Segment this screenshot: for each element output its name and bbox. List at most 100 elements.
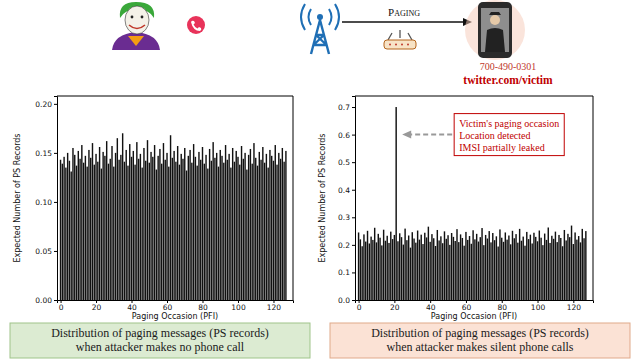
bar <box>267 168 268 300</box>
x-tick-label: 100 <box>231 303 246 312</box>
bar <box>166 153 167 300</box>
y-tick-mark <box>352 190 355 191</box>
bar <box>234 162 235 300</box>
bar <box>367 231 368 300</box>
bar <box>567 234 568 300</box>
bar <box>262 147 263 300</box>
router-led <box>389 44 391 46</box>
paging-arrow <box>342 21 466 22</box>
y-tick-label: 0.1 <box>338 268 350 277</box>
bar <box>358 232 359 300</box>
bar <box>156 170 157 300</box>
bar <box>225 145 226 300</box>
router-body <box>384 40 416 49</box>
cell-tower <box>301 4 339 54</box>
bar <box>406 240 407 300</box>
bar <box>79 159 80 300</box>
x-tick-label: 60 <box>462 303 472 312</box>
bar <box>236 151 237 300</box>
bar <box>76 166 77 300</box>
y-tick-label: 0.05 <box>35 247 52 256</box>
bar <box>117 138 118 300</box>
bar <box>503 242 504 300</box>
caption-box <box>330 323 630 358</box>
bar <box>424 233 425 300</box>
call-icon <box>187 16 205 34</box>
bar <box>216 153 217 300</box>
bar <box>120 155 121 300</box>
router-antenna <box>388 30 412 40</box>
x-tick: 40 <box>127 300 137 312</box>
x-tick-label: 0 <box>59 303 64 312</box>
bar <box>476 234 477 300</box>
bar <box>255 158 256 300</box>
bar <box>108 164 109 300</box>
victim-phone <box>465 0 525 60</box>
bar <box>451 233 452 300</box>
bar <box>542 245 543 300</box>
bar <box>573 244 574 300</box>
x-tick: 60 <box>462 300 472 312</box>
x-tick-label: 60 <box>163 303 173 312</box>
bar <box>454 241 455 300</box>
y-tick: 0.2 <box>338 241 355 250</box>
annotation-text: IMSI partially leaked <box>459 142 545 153</box>
bar <box>280 159 281 300</box>
bar <box>177 146 178 300</box>
bar <box>481 228 482 300</box>
bar <box>207 169 208 300</box>
bar <box>429 242 430 300</box>
frame-top <box>355 96 593 97</box>
bar <box>189 150 190 300</box>
bar <box>438 240 439 300</box>
y-tick-mark <box>54 104 57 105</box>
x-tick: 120 <box>567 300 582 312</box>
illustration: Paging700-490-0301twitter.com/victim <box>112 0 553 86</box>
y-tick-label: 0.3 <box>338 213 350 222</box>
x-tick: 0 <box>357 300 362 312</box>
bar <box>381 245 382 300</box>
bar <box>522 237 523 300</box>
bar <box>159 149 160 300</box>
bar <box>101 169 102 300</box>
bar <box>118 160 119 300</box>
bar <box>102 152 103 300</box>
bar <box>544 234 545 300</box>
bar <box>276 165 277 300</box>
y-tick-mark <box>54 153 57 154</box>
bar <box>214 158 215 300</box>
bar <box>179 165 180 300</box>
bar <box>248 155 249 300</box>
attacker-icon <box>112 2 160 50</box>
bar <box>90 158 91 300</box>
bar <box>273 161 274 300</box>
bar <box>395 107 396 300</box>
bar <box>204 164 205 300</box>
bar <box>92 143 93 300</box>
bar <box>492 233 493 300</box>
bar <box>115 153 116 300</box>
y-tick: 0.6 <box>338 130 355 139</box>
bar <box>426 237 427 300</box>
bar <box>360 239 361 300</box>
bar <box>131 157 132 300</box>
x-axis: 020406080100120 <box>356 300 594 312</box>
x-axis: 020406080100120 <box>58 300 294 312</box>
bar <box>505 232 506 300</box>
bar <box>420 235 421 300</box>
bars <box>60 133 287 300</box>
y-tick-mark <box>352 272 355 273</box>
x-tick-label: 100 <box>531 303 546 312</box>
bar <box>487 239 488 300</box>
annotation-arrowhead <box>402 131 411 139</box>
bar <box>497 247 498 300</box>
bar <box>193 144 194 300</box>
y-tick: 0.15 <box>35 149 57 158</box>
bar <box>558 235 559 300</box>
bar <box>399 233 400 300</box>
bar <box>127 166 128 300</box>
bar <box>488 231 489 300</box>
bar <box>408 235 409 300</box>
bar <box>549 243 550 300</box>
bar <box>140 154 141 300</box>
